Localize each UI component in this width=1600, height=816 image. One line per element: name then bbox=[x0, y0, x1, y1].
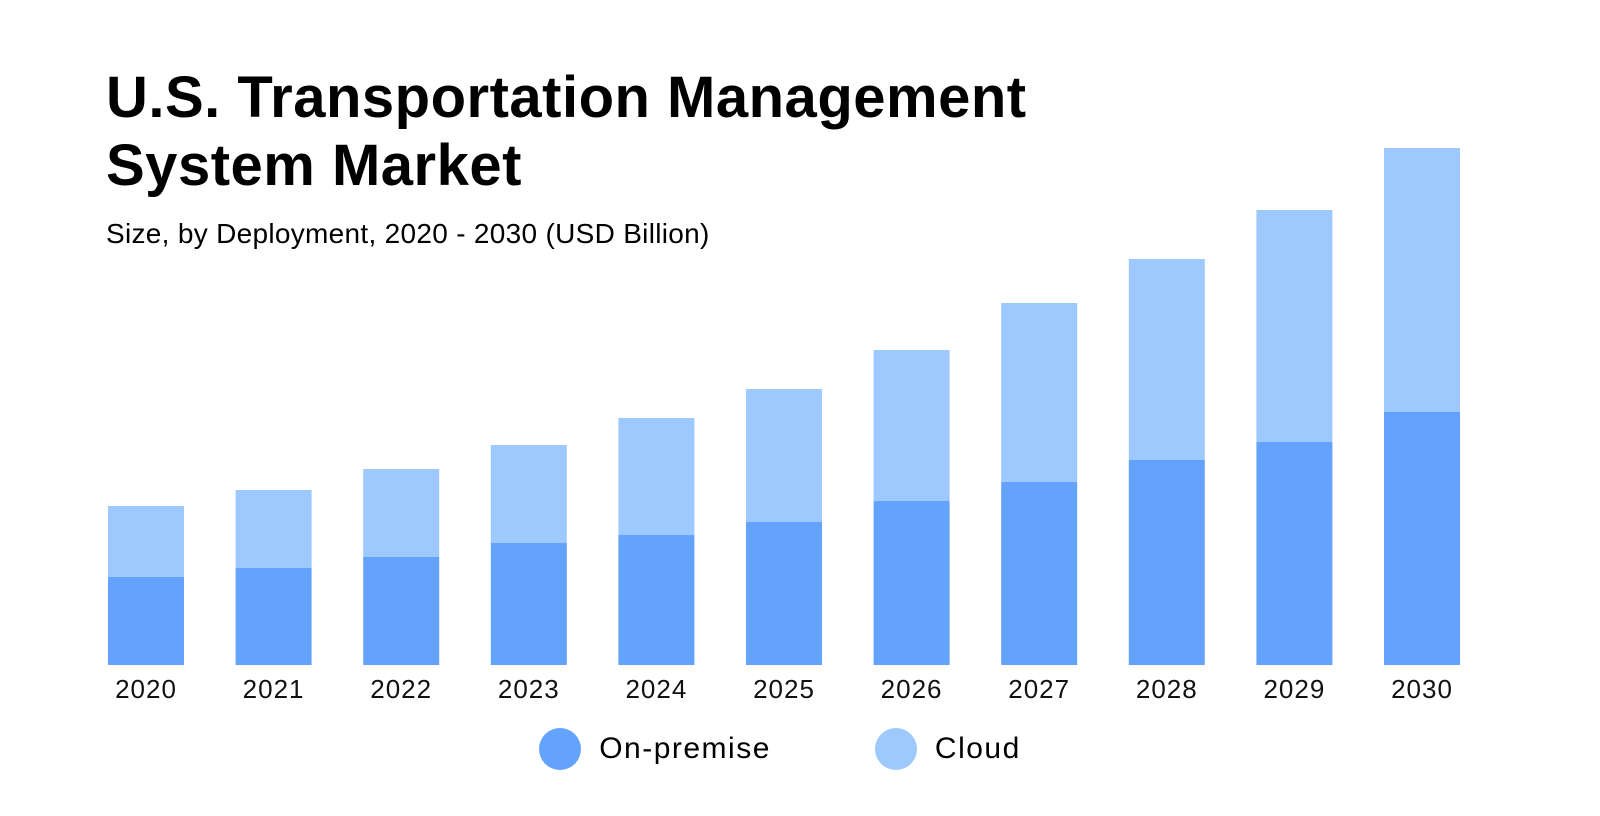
legend-swatch-on-premise bbox=[539, 728, 582, 770]
bar-on-premise-2025 bbox=[746, 522, 822, 665]
bar-on-premise-2021 bbox=[235, 568, 312, 665]
bar-on-premise-2028 bbox=[1128, 460, 1205, 665]
bar-cloud-2024 bbox=[618, 418, 695, 535]
chart-subtitle: Size, by Deployment, 2020 - 2030 (USD Bi… bbox=[106, 218, 710, 249]
x-tick-label-2020: 2020 bbox=[115, 674, 177, 704]
legend-label-on-premise: On-premise bbox=[599, 732, 771, 765]
bar-on-premise-2022 bbox=[363, 557, 440, 665]
bar-cloud-2022 bbox=[363, 469, 440, 557]
x-tick-label-2028: 2028 bbox=[1136, 674, 1198, 704]
bar-on-premise-2027 bbox=[1001, 482, 1078, 665]
bar-cloud-2023 bbox=[490, 445, 567, 543]
bars-group bbox=[108, 148, 1460, 665]
x-tick-label-2030: 2030 bbox=[1391, 674, 1453, 704]
bar-cloud-2030 bbox=[1384, 148, 1460, 412]
x-tick-label-2027: 2027 bbox=[1008, 674, 1070, 704]
bar-on-premise-2024 bbox=[618, 535, 695, 665]
x-tick-label-2025: 2025 bbox=[753, 674, 815, 704]
bar-cloud-2028 bbox=[1128, 259, 1205, 460]
bar-cloud-2021 bbox=[235, 490, 312, 568]
bar-cloud-2029 bbox=[1256, 210, 1333, 442]
x-tick-label-2022: 2022 bbox=[370, 674, 432, 704]
legend-swatch-cloud bbox=[874, 728, 917, 770]
chart-title: U.S. Transportation Management System Ma… bbox=[106, 65, 1027, 198]
bar-cloud-2025 bbox=[746, 389, 822, 522]
legend-item-on-premise[interactable]: On-premise bbox=[539, 728, 771, 770]
bar-on-premise-2030 bbox=[1384, 412, 1460, 665]
x-tick-label-2024: 2024 bbox=[625, 674, 687, 704]
x-tick-label-2023: 2023 bbox=[498, 674, 560, 704]
bar-cloud-2027 bbox=[1001, 303, 1078, 482]
x-tick-label-2021: 2021 bbox=[243, 674, 305, 704]
x-tick-label-2026: 2026 bbox=[881, 674, 943, 704]
legend-label-cloud: Cloud bbox=[934, 732, 1021, 765]
bar-on-premise-2026 bbox=[873, 501, 950, 665]
bar-on-premise-2023 bbox=[490, 543, 567, 665]
legend-item-cloud[interactable]: Cloud bbox=[874, 728, 1021, 770]
bar-cloud-2020 bbox=[108, 506, 184, 577]
x-axis-ticks: 2020 2021 2022 2023 2024 2025 2026 2027 2028 2029… bbox=[115, 674, 1453, 704]
legend: On-premise Cloud bbox=[0, 728, 1600, 770]
bar-on-premise-2029 bbox=[1256, 442, 1333, 665]
bar-cloud-2026 bbox=[873, 350, 950, 501]
x-tick-label-2029: 2029 bbox=[1263, 674, 1325, 704]
bar-on-premise-2020 bbox=[108, 577, 184, 665]
